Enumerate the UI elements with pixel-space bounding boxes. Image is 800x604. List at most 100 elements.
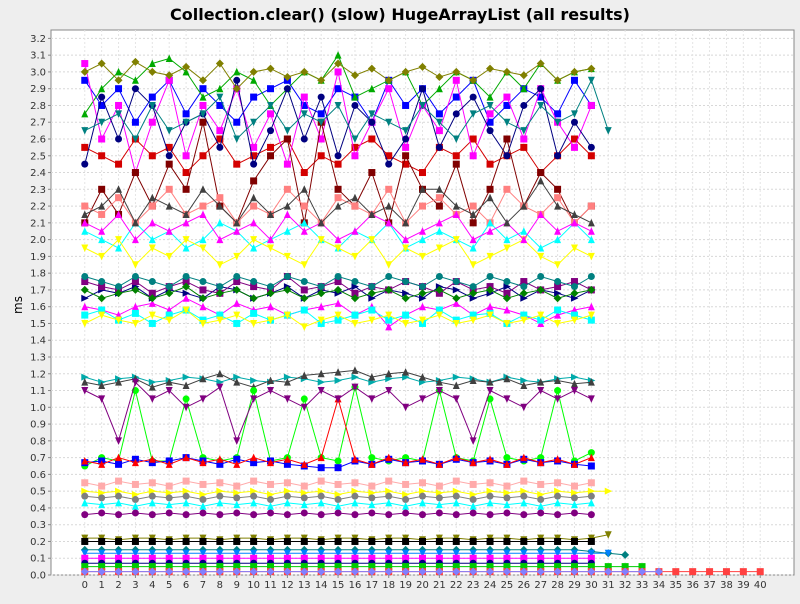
data-point: [148, 244, 156, 252]
data-point: [334, 376, 343, 384]
series-13: [81, 176, 595, 227]
data-point: [536, 59, 545, 68]
data-point: [587, 492, 595, 500]
data-point: [98, 135, 106, 143]
data-point: [351, 252, 359, 261]
data-point: [587, 378, 595, 386]
data-point: [537, 252, 545, 261]
data-point: [503, 482, 511, 490]
data-point: [131, 85, 139, 93]
data-point: [570, 278, 578, 286]
data-point: [283, 210, 291, 218]
y-tick-label: 0.4: [30, 503, 46, 514]
data-point: [334, 563, 342, 571]
data-point: [250, 244, 258, 252]
data-point: [419, 202, 426, 210]
y-tick-label: 0.9: [30, 420, 46, 431]
data-point: [385, 537, 393, 545]
data-point: [97, 59, 106, 68]
data-point: [384, 285, 393, 294]
data-point: [486, 311, 494, 320]
data-point: [351, 511, 359, 519]
data-point: [81, 378, 89, 386]
data-point: [131, 567, 140, 576]
data-point: [402, 403, 410, 412]
data-point: [486, 511, 494, 519]
data-point: [334, 316, 342, 324]
data-point: [199, 210, 207, 218]
data-point: [570, 554, 578, 562]
data-point: [554, 185, 562, 193]
data-point: [317, 477, 325, 485]
y-tick-label: 0.6: [30, 470, 46, 481]
data-point: [351, 549, 359, 558]
data-point: [553, 76, 562, 85]
data-point: [334, 395, 342, 403]
data-point: [402, 135, 410, 143]
data-point: [435, 273, 443, 281]
data-point: [215, 289, 224, 298]
data-point: [486, 567, 495, 576]
x-tick-label: 3: [132, 580, 138, 591]
data-point: [81, 511, 89, 519]
data-point: [435, 563, 443, 571]
data-point: [520, 498, 528, 507]
data-point: [503, 152, 511, 160]
data-point: [317, 369, 325, 378]
data-point: [199, 480, 207, 488]
data-point: [503, 554, 511, 562]
data-point: [334, 194, 342, 202]
data-point: [503, 101, 511, 109]
data-point: [435, 537, 443, 545]
data-point: [250, 487, 258, 495]
data-point: [570, 482, 578, 490]
data-point: [233, 76, 241, 84]
data-point: [368, 283, 376, 291]
data-point: [722, 568, 730, 576]
data-point: [199, 537, 207, 545]
y-tick-label: 1.2: [30, 369, 46, 380]
data-point: [469, 437, 477, 445]
data-point: [519, 289, 528, 298]
data-point: [350, 71, 359, 80]
data-point: [199, 496, 207, 504]
data-point: [351, 202, 359, 210]
data-point: [486, 218, 494, 227]
data-point: [503, 454, 511, 462]
data-point: [435, 202, 443, 210]
data-point: [131, 549, 139, 558]
data-point: [250, 387, 258, 395]
data-point: [503, 460, 511, 468]
data-point: [654, 567, 663, 576]
data-point: [402, 101, 410, 109]
x-tick-label: 19: [399, 580, 412, 591]
data-point: [283, 160, 291, 168]
data-point: [250, 498, 258, 507]
data-point: [249, 567, 258, 576]
x-tick-label: 37: [703, 580, 716, 591]
data-point: [587, 311, 595, 320]
data-point: [250, 160, 258, 168]
data-point: [435, 110, 443, 118]
data-point: [385, 387, 393, 395]
data-point: [317, 152, 325, 160]
data-point: [300, 135, 308, 143]
data-point: [165, 537, 173, 545]
data-point: [351, 537, 359, 545]
data-point: [115, 511, 123, 519]
data-point: [148, 498, 156, 507]
data-point: [233, 482, 241, 490]
data-point: [351, 311, 359, 319]
data-point: [486, 93, 494, 101]
data-point: [554, 278, 562, 286]
data-point: [435, 285, 444, 294]
data-point: [98, 185, 106, 193]
data-point: [570, 500, 578, 509]
data-point: [199, 235, 207, 244]
data-point: [115, 537, 123, 545]
data-point: [199, 319, 207, 328]
data-point: [385, 554, 393, 562]
data-point: [554, 395, 562, 403]
data-point: [419, 101, 426, 110]
x-tick-label: 34: [653, 580, 666, 591]
